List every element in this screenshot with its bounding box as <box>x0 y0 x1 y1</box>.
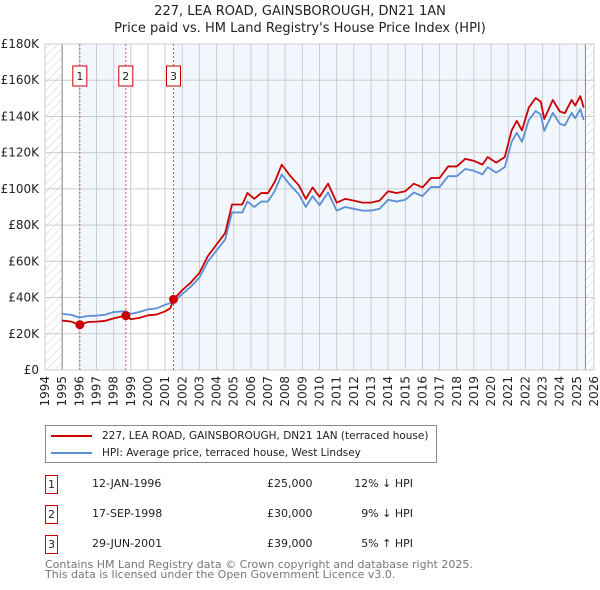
x-tick-label: 1999 <box>124 376 138 407</box>
x-tick-label: 2001 <box>158 376 172 407</box>
plot-border <box>44 43 595 371</box>
x-tick-label: 2012 <box>347 376 361 407</box>
hatched-region-before <box>45 44 63 370</box>
x-tick-label: 2010 <box>313 376 327 407</box>
sale-row: 2 17-SEP-1998 £30,000 9% ↓ HPI <box>45 505 465 525</box>
sale-hpi-diff: 12% ↓ HPI <box>354 477 413 490</box>
sale-point <box>75 320 85 330</box>
y-tick-label: £20K <box>8 327 40 341</box>
x-tick-label: 2014 <box>381 376 395 407</box>
x-tick-label: 2011 <box>330 376 344 407</box>
x-tick-label: 2022 <box>518 376 532 407</box>
x-tick-label: 1997 <box>89 376 103 407</box>
y-tick-label: £80K <box>8 218 40 232</box>
sale-marker-number: 1 <box>76 70 83 83</box>
x-tick-label: 2006 <box>244 376 258 407</box>
x-tick-label: 2003 <box>192 376 206 407</box>
sale-marker-number: 3 <box>170 70 177 83</box>
legend-item-property: 227, LEA ROAD, GAINSBOROUGH, DN21 1AN (t… <box>51 428 428 444</box>
legend-swatch-blue <box>51 452 92 454</box>
x-tick-label: 2000 <box>141 376 155 407</box>
sale-badge: 1 <box>45 475 58 494</box>
x-tick-label: 2002 <box>175 376 189 407</box>
x-tick-label: 2019 <box>467 376 481 407</box>
sale-date: 29-JUN-2001 <box>92 537 163 550</box>
sale-hpi-diff: 9% ↓ HPI <box>361 507 413 520</box>
y-tick-label: £120K <box>1 146 41 160</box>
chart-subtitle: Price paid vs. HM Land Registry's House … <box>114 21 486 36</box>
plot-area: £0 £20K £40K £60K £80K £100K £120K £140K £160K £1… <box>1 37 600 407</box>
sale-date: 12-JAN-1996 <box>92 477 162 490</box>
x-tick-label: 2023 <box>536 376 550 407</box>
x-tick-label: 2007 <box>261 376 275 407</box>
y-tick-label: £180K <box>1 37 41 51</box>
chart-title: 227, LEA ROAD, GAINSBOROUGH, DN21 1AN <box>154 4 446 19</box>
x-tick-label: 2016 <box>415 376 429 407</box>
x-tick-label: 2017 <box>433 376 447 407</box>
x-tick-label: 1998 <box>107 376 121 407</box>
x-tick-label: 2004 <box>210 376 224 407</box>
x-tick-label: 2013 <box>364 376 378 407</box>
sale-row: 1 12-JAN-1996 £25,000 12% ↓ HPI <box>45 475 465 495</box>
shaded-band <box>173 44 586 370</box>
x-tick-label: 1996 <box>72 376 86 407</box>
y-tick-label: £100K <box>1 182 41 196</box>
x-tick-label: 2009 <box>295 376 309 407</box>
sale-row: 3 29-JUN-2001 £39,000 5% ↑ HPI <box>45 535 465 555</box>
x-tick-label: 2020 <box>484 376 498 407</box>
sale-badge: 3 <box>45 535 58 554</box>
footer-licence: This data is licensed under the Open Gov… <box>45 568 396 581</box>
sale-hpi-diff: 5% ↑ HPI <box>361 537 413 550</box>
hpi-line <box>62 108 585 319</box>
sale-marker-badge <box>72 65 88 87</box>
sale-badge: 2 <box>45 505 58 524</box>
y-tick-label: £0 <box>24 363 39 377</box>
sale-price: £25,000 <box>267 477 313 490</box>
x-tick-label: 2015 <box>398 376 412 407</box>
y-tick-label: £60K <box>8 254 40 268</box>
footer: Contains HM Land Registry data © Crown c… <box>45 558 473 581</box>
legend-swatch-red <box>51 435 92 437</box>
y-tick-label: £160K <box>1 73 41 87</box>
x-tick-label: 2025 <box>570 376 584 407</box>
x-tick-label: 2018 <box>450 376 464 407</box>
legend: 227, LEA ROAD, GAINSBOROUGH, DN21 1AN (t… <box>45 425 437 463</box>
legend-item-hpi: HPI: Average price, terraced house, West… <box>51 445 361 461</box>
x-tick-label: 1995 <box>55 376 69 407</box>
x-tick-label: 2024 <box>553 376 567 407</box>
y-tick-label: £40K <box>8 291 40 305</box>
hatched-region-after <box>585 44 594 370</box>
legend-label: HPI: Average price, terraced house, West… <box>102 447 361 459</box>
sale-price: £39,000 <box>267 537 313 550</box>
sale-point <box>121 311 131 321</box>
x-tick-label: 2008 <box>278 376 292 407</box>
sale-price: £30,000 <box>267 507 313 520</box>
y-tick-label: £140K <box>1 109 41 123</box>
sale-marker-badge <box>166 65 182 87</box>
x-tick-label: 2005 <box>227 376 241 407</box>
sale-marker-number: 2 <box>122 70 129 83</box>
sale-date: 17-SEP-1998 <box>92 507 163 520</box>
x-tick-label: 1994 <box>38 376 52 407</box>
x-tick-label: 2026 <box>587 376 600 407</box>
footer-copyright: Contains HM Land Registry data © Crown c… <box>45 558 473 571</box>
sale-point <box>169 294 179 304</box>
x-tick-label: 2021 <box>501 376 515 407</box>
price-paid-line <box>62 95 585 326</box>
sale-marker-badge <box>118 65 134 87</box>
legend-label: 227, LEA ROAD, GAINSBOROUGH, DN21 1AN (t… <box>102 430 429 442</box>
